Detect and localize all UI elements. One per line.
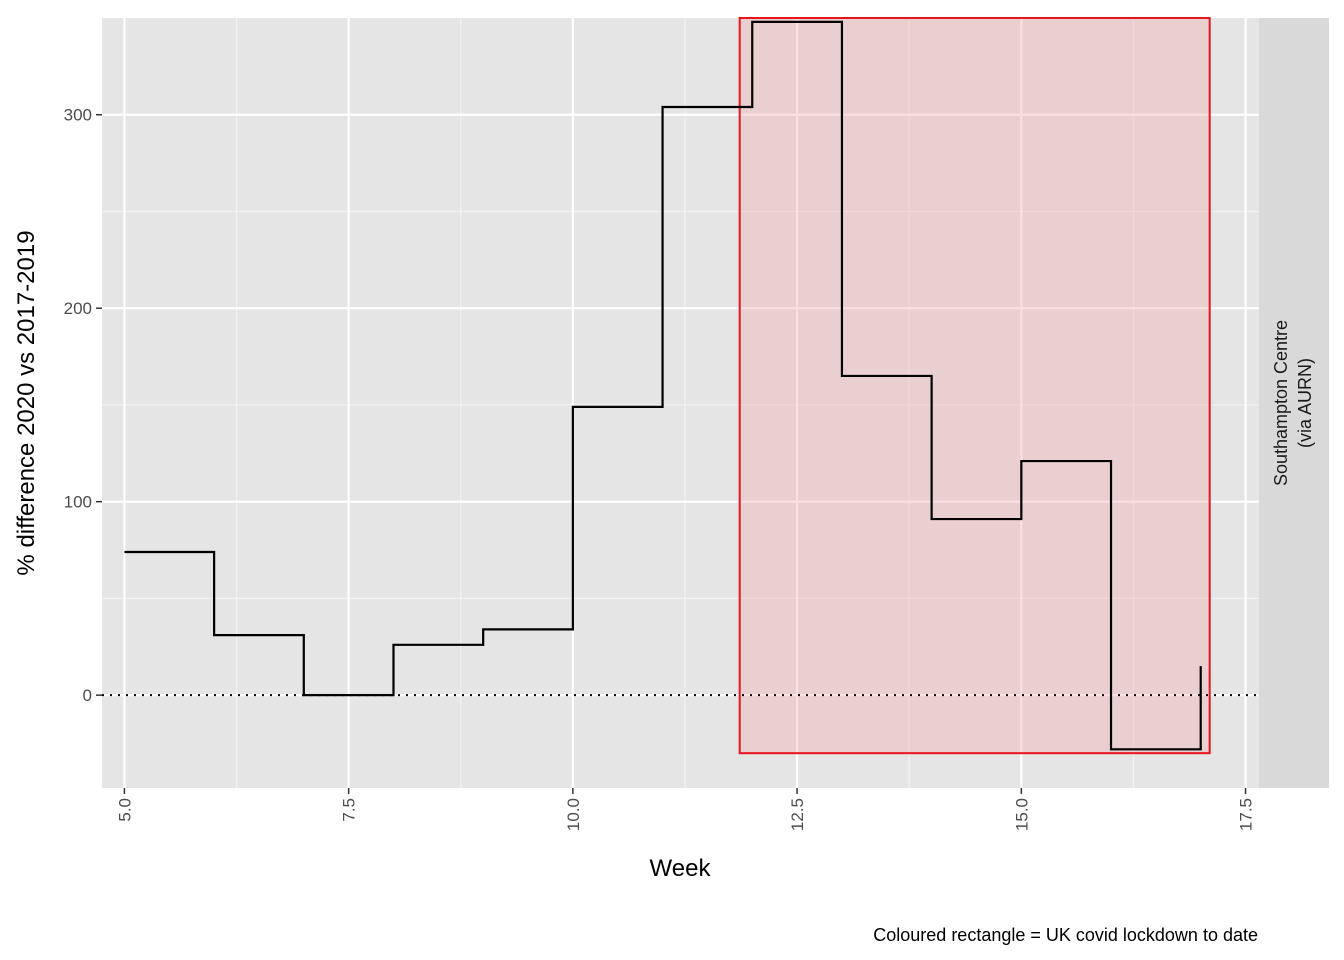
x-tick-label: 7.5 — [340, 798, 359, 822]
plot-panel — [102, 18, 1259, 788]
x-tick-label: 12.5 — [788, 798, 807, 831]
y-tick-label: 300 — [64, 106, 92, 125]
x-axis-title: Week — [650, 855, 712, 882]
x-tick-label: 5.0 — [115, 798, 134, 822]
x-tick-label: 10.0 — [564, 798, 583, 831]
y-tick-label: 100 — [64, 493, 92, 512]
y-axis-ticks: 0 100 200 300 — [64, 106, 102, 705]
series-step-path — [124, 20, 1202, 751]
grid-major — [102, 18, 1259, 788]
facet-strip: Southampton Centre (via AURN) — [1259, 18, 1329, 788]
x-tick-label: 15.0 — [1012, 798, 1031, 831]
y-tick-label: 200 — [64, 299, 92, 318]
lockdown-rect — [738, 17, 1211, 755]
y-tick-label: 0 — [83, 686, 92, 705]
x-axis-ticks: 5.0 7.5 10.0 12.5 15.0 17.5 — [115, 788, 1256, 831]
facet-strip-background — [1259, 18, 1329, 788]
y-axis-title: % difference 2020 vs 2017-2019 — [13, 230, 40, 575]
facet-label-line-2: (via AURN) — [1295, 358, 1315, 448]
lockdown-rectangle — [738, 17, 1211, 755]
x-tick-label: 17.5 — [1237, 798, 1256, 831]
caption: Coloured rectangle = UK covid lockdown t… — [873, 925, 1258, 945]
series-line — [124, 20, 1202, 751]
facet-label-line-1: Southampton Centre — [1271, 320, 1291, 486]
grid-minor — [102, 18, 1259, 788]
